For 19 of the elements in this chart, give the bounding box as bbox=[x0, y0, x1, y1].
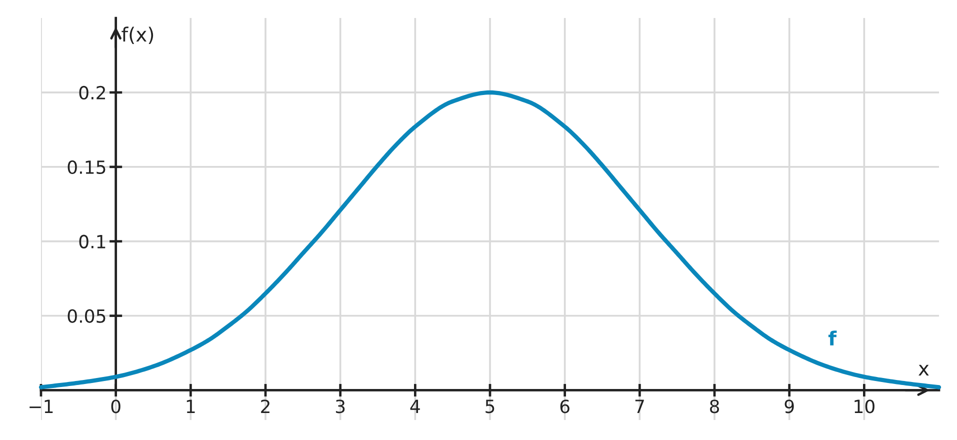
x-tick-label: 4 bbox=[410, 400, 420, 413]
x-tick-label: 10 bbox=[854, 400, 874, 414]
x-tick-label: 1 bbox=[186, 400, 195, 413]
x-tick-label: 2 bbox=[261, 400, 270, 413]
x-tick-label: 5 bbox=[486, 400, 494, 414]
y-tick-label: 0.2 bbox=[79, 86, 105, 100]
y-tick-label: 0.15 bbox=[68, 160, 106, 174]
x-tick-label: −1 bbox=[30, 400, 53, 413]
y-tick-label: 0.1 bbox=[79, 234, 106, 248]
x-tick-label: 0 bbox=[111, 400, 120, 414]
y-tick-label: 0.05 bbox=[68, 309, 106, 323]
x-tick-label: 6 bbox=[560, 400, 570, 414]
x-tick-label: 9 bbox=[784, 400, 794, 414]
x-tick-label: 8 bbox=[710, 400, 720, 414]
y-axis-title: f(x) bbox=[122, 26, 154, 44]
x-tick-label: 7 bbox=[635, 400, 644, 413]
x-axis-title: x bbox=[918, 364, 929, 376]
x-tick-label: 3 bbox=[336, 400, 345, 414]
series-label: f bbox=[828, 330, 837, 346]
